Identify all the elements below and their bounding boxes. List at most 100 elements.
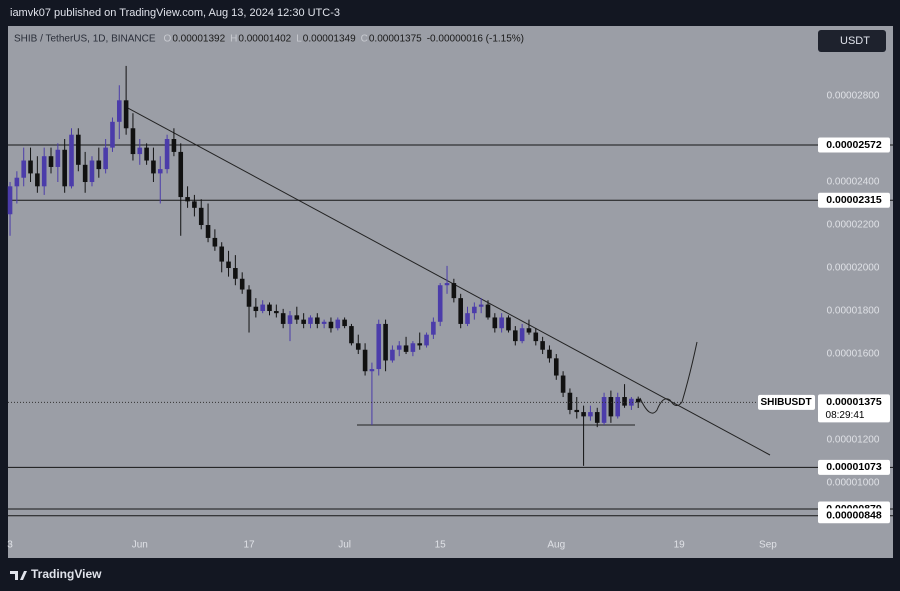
candle-body <box>513 330 518 342</box>
x-tick-label: 3 <box>7 540 13 551</box>
candle-body <box>7 186 13 215</box>
candle-body <box>35 173 40 187</box>
x-tick-label: 17 <box>243 540 255 551</box>
candle-body <box>403 345 409 352</box>
countdown: 08:29:41 <box>826 410 865 421</box>
candle-body <box>287 315 293 324</box>
candle-body <box>274 311 279 314</box>
level-label-box <box>818 459 890 475</box>
candle-body <box>390 349 395 361</box>
y-tick-label: 0.00002200 <box>827 220 880 231</box>
candle-body <box>69 134 74 187</box>
level-label: 0.00002315 <box>826 194 882 206</box>
candle-body <box>144 147 149 161</box>
candle-body <box>396 345 402 350</box>
x-tick-label: Aug <box>547 540 565 551</box>
candle-body <box>301 319 306 324</box>
candle-body <box>383 323 388 361</box>
candle-body <box>444 283 450 286</box>
candle-body <box>410 343 416 352</box>
level-label-box <box>818 192 890 208</box>
legend-value: 0.00001392 <box>172 34 225 45</box>
candle-body <box>451 283 457 299</box>
candle-body <box>417 343 423 346</box>
candle-body <box>219 246 225 262</box>
candle-body <box>342 319 347 327</box>
brand-logo <box>10 571 27 580</box>
candle-body <box>62 149 67 187</box>
candle-body <box>294 315 300 320</box>
candle-body <box>485 304 491 318</box>
candle-body <box>76 134 81 165</box>
candle-body <box>226 261 231 269</box>
legend-key: C <box>361 34 368 45</box>
candle-body <box>574 409 580 413</box>
candle-body <box>28 160 33 174</box>
y-tick-label: 0.00002800 <box>827 91 880 102</box>
candle-body <box>96 160 102 170</box>
last-price-box <box>818 394 890 423</box>
legend-symbol: SHIB / TetherUS, 1D, BINANCE <box>14 34 156 45</box>
candle-body <box>82 164 88 183</box>
candle-body <box>472 306 477 314</box>
candle-body <box>635 398 641 403</box>
candle-body <box>437 285 443 322</box>
candle-body <box>567 392 573 410</box>
candle-body <box>48 156 54 167</box>
trendline <box>125 106 771 456</box>
candle-body <box>533 332 539 342</box>
last-price-name: SHIBUSDT <box>760 397 811 408</box>
candle-body <box>560 375 566 393</box>
candle-body <box>239 278 245 290</box>
candle-body <box>629 398 634 406</box>
candle-body <box>130 128 136 155</box>
candle-body <box>553 358 559 376</box>
y-tick-label: 0.00001600 <box>827 349 880 360</box>
candle-body <box>137 147 143 155</box>
y-tick-label: 0.00001200 <box>827 435 880 446</box>
level-label-box <box>818 137 890 153</box>
candle-body <box>212 237 218 247</box>
candle-body <box>465 313 470 324</box>
candle-body <box>260 304 265 312</box>
candle-body <box>519 328 525 342</box>
y-tick-label: 0.00002000 <box>827 263 880 274</box>
legend-key: L <box>296 34 302 45</box>
level-label: 0.00000848 <box>826 509 882 521</box>
candle-body <box>267 304 272 312</box>
candle-body <box>185 197 190 202</box>
candle-body <box>110 121 115 148</box>
candle-body <box>246 289 252 307</box>
candle-body <box>116 100 122 122</box>
currency-label[interactable]: USDT <box>840 35 870 47</box>
published-line: iamvk07 published on TradingView.com, Au… <box>10 7 340 19</box>
candle-body <box>540 341 545 350</box>
y-tick-label: 0.00001000 <box>827 478 880 489</box>
candle-body <box>622 397 627 406</box>
chart-panel <box>8 26 893 558</box>
candle-body <box>458 298 463 324</box>
candle-body <box>431 321 436 335</box>
candle-body <box>151 160 156 174</box>
candle-body <box>499 317 504 329</box>
candle-body <box>547 349 552 359</box>
candle-body <box>369 369 375 372</box>
x-tick-label: 19 <box>674 540 686 551</box>
candle-body <box>608 397 614 417</box>
candle-body <box>349 326 354 344</box>
candle-body <box>335 319 341 329</box>
candle-body <box>205 225 211 238</box>
currency-button[interactable] <box>818 30 886 52</box>
level-label: 0.00002572 <box>826 139 882 151</box>
candle-body <box>328 321 334 329</box>
candle-body <box>14 177 20 187</box>
candle-body <box>123 100 129 129</box>
candle-body <box>164 139 170 170</box>
brand-name: TradingView <box>31 567 102 581</box>
legend-key: H <box>230 34 237 45</box>
legend-change: -0.00000016 (-1.15%) <box>427 34 524 45</box>
last-price-name-box <box>758 394 815 410</box>
candle-body <box>601 397 607 423</box>
legend-value: 0.00001349 <box>303 34 356 45</box>
candle-body <box>581 412 586 417</box>
